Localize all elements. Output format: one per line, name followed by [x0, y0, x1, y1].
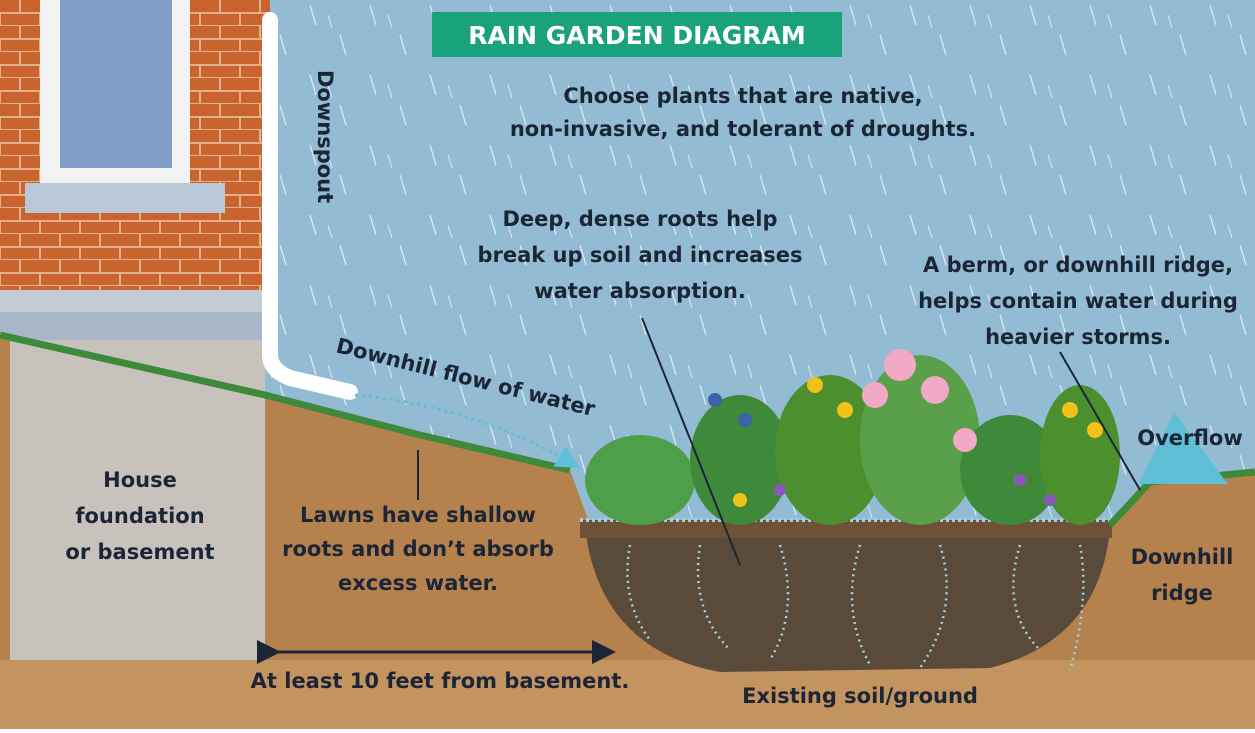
- ledge: [0, 290, 272, 312]
- label-line: ridge: [1151, 581, 1213, 605]
- window-glass: [60, 0, 172, 168]
- label-line: non-invasive, and tolerant of droughts.: [510, 117, 976, 141]
- label-line: water absorption.: [534, 279, 746, 303]
- label-line: Choose plants that are native,: [563, 84, 922, 108]
- label-line: excess water.: [338, 571, 498, 595]
- label-line: roots and don’t absorb: [282, 537, 554, 561]
- label: At least 10 feet from basement.: [251, 669, 630, 693]
- garden-bed: [585, 528, 1110, 672]
- label-line: heavier storms.: [985, 325, 1171, 349]
- label-line: foundation: [75, 504, 204, 528]
- label-line: break up soil and increases: [477, 243, 802, 267]
- label: Overflow: [1137, 426, 1243, 450]
- page: RAIN GARDEN DIAGRAM Choose plants that a…: [0, 0, 1255, 729]
- label-line: Existing soil/ground: [742, 684, 978, 708]
- label-line: A berm, or downhill ridge,: [923, 253, 1233, 277]
- mulch: [580, 520, 1112, 538]
- label-line: helps contain water during: [918, 289, 1238, 313]
- label-line: Downhill: [1131, 545, 1234, 569]
- label: Existing soil/ground: [742, 684, 978, 708]
- diagram: RAIN GARDEN DIAGRAM Choose plants that a…: [0, 0, 1255, 729]
- label: Downspout: [313, 70, 337, 203]
- label-line: or basement: [65, 540, 214, 564]
- label-line: House: [103, 468, 177, 492]
- window-sill: [25, 183, 225, 213]
- label-line: Downspout: [313, 70, 337, 203]
- title: RAIN GARDEN DIAGRAM: [468, 21, 806, 50]
- label-line: At least 10 feet from basement.: [251, 669, 630, 693]
- label-line: Deep, dense roots help: [503, 207, 778, 231]
- label-line: Lawns have shallow: [300, 503, 536, 527]
- label-line: Overflow: [1137, 426, 1243, 450]
